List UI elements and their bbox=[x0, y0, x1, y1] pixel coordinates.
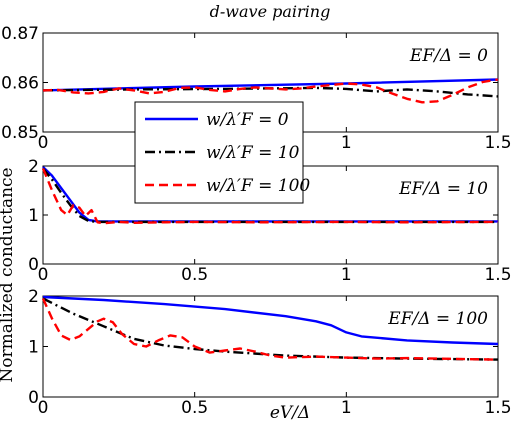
x-tick-label: 1.5 bbox=[484, 265, 511, 285]
x-tick-label: 0.5 bbox=[181, 398, 208, 418]
panel-annotation: EF/Δ = 100 bbox=[387, 309, 488, 329]
y-tick-label: 0.87 bbox=[1, 24, 39, 44]
series-line bbox=[41, 298, 499, 361]
y-tick-label: 0 bbox=[28, 255, 39, 275]
x-tick-label: 0.5 bbox=[181, 265, 208, 285]
x-tick-label: 1 bbox=[341, 133, 352, 153]
y-tick-label: 2 bbox=[28, 157, 39, 177]
x-tick-label: 1 bbox=[341, 265, 352, 285]
x-axis-label: eV/Δ bbox=[270, 403, 310, 423]
x-tick-label: 0 bbox=[38, 265, 49, 285]
series-line bbox=[42, 86, 499, 98]
y-tick-label: 1 bbox=[28, 206, 39, 226]
series-line bbox=[42, 78, 499, 104]
panel-annotation: EF/Δ = 10 bbox=[398, 179, 488, 199]
figure-title: d-wave pairing bbox=[210, 2, 331, 21]
series-line bbox=[42, 297, 499, 361]
y-tick-label: 2 bbox=[28, 287, 39, 307]
plot-area bbox=[42, 295, 499, 398]
panel-ef-100: 0 0.5 1 1.5 0 1 2 EF/Δ = 100 bbox=[28, 287, 511, 418]
x-tick-label: 1.5 bbox=[484, 133, 511, 153]
panel-annotation: EF/Δ = 0 bbox=[409, 46, 488, 66]
series-line bbox=[42, 295, 499, 346]
legend-label: w/λ′F = 10 bbox=[206, 143, 300, 163]
x-tick-label: 1 bbox=[341, 398, 352, 418]
x-tick-label: 0 bbox=[38, 398, 49, 418]
y-tick-label: 1 bbox=[28, 338, 39, 358]
series-line bbox=[41, 167, 499, 225]
y-tick-label: 0.85 bbox=[1, 123, 39, 143]
legend: w/λ′F = 0 w/λ′F = 10 w/λ′F = 100 bbox=[134, 101, 310, 204]
x-tick-label: 1.5 bbox=[484, 398, 511, 418]
x-tick-label: 0 bbox=[38, 133, 49, 153]
series-line bbox=[42, 167, 498, 224]
legend-label: w/λ′F = 0 bbox=[206, 110, 289, 130]
y-axis-label: Normalized conductance bbox=[0, 167, 17, 382]
y-tick-label: 0 bbox=[28, 388, 39, 408]
y-tick-label: 0.86 bbox=[1, 74, 39, 94]
legend-label: w/λ′F = 100 bbox=[206, 176, 310, 196]
